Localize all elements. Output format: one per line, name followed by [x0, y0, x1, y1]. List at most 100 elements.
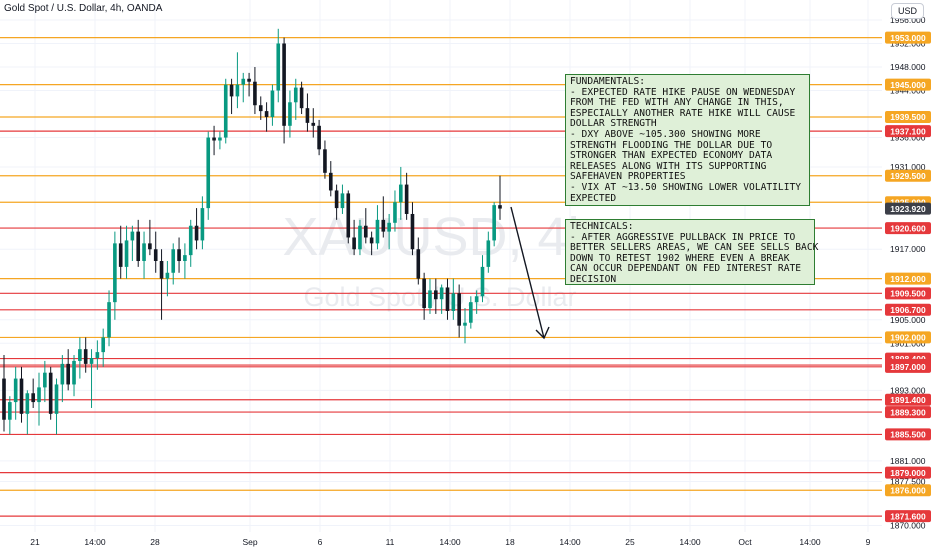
time-tick-label: 11	[386, 537, 395, 547]
candle-body	[177, 249, 181, 262]
symbol-title: Gold Spot / U.S. Dollar, 4h, OANDA	[4, 3, 163, 14]
candle-body	[480, 266, 485, 297]
time-tick-label: 6	[318, 537, 323, 547]
candle-body	[463, 322, 467, 326]
price-tick-label: 1917.000	[890, 244, 926, 254]
candle-body	[136, 231, 141, 262]
candle-body	[369, 237, 374, 244]
level-price-tag: 1879.000	[890, 468, 926, 478]
candle-body	[130, 231, 135, 241]
candle-body	[288, 102, 292, 126]
arrow-shaft	[510, 206, 545, 339]
time-tick-label: 9	[866, 537, 871, 547]
projection-arrow[interactable]	[510, 206, 550, 340]
time-tick-label: 14:00	[439, 537, 461, 547]
candle-body	[60, 363, 65, 385]
candle-body	[2, 378, 6, 420]
level-price-tag-background	[885, 406, 931, 419]
candle-body	[416, 249, 421, 279]
candle-body	[346, 193, 351, 238]
candle-body	[200, 208, 205, 241]
candle-body	[393, 202, 397, 223]
level-price-tag-background	[885, 78, 931, 91]
time-tick-label: 14:00	[559, 537, 581, 547]
candle-body	[212, 137, 216, 141]
time-tick-label: 28	[150, 537, 160, 547]
candle-body	[171, 249, 176, 273]
candle-body	[305, 108, 310, 123]
candle-body	[183, 255, 187, 262]
candle-body	[25, 393, 30, 414]
candle-body	[317, 125, 321, 150]
candle-body	[37, 387, 41, 403]
level-price-tag: 1909.500	[890, 289, 926, 299]
level-price-tag: 1953.000	[890, 33, 926, 43]
candles	[2, 28, 502, 435]
level-price-tag: 1925.000	[890, 197, 926, 207]
level-price-tag: 1898.400	[890, 354, 926, 364]
candle-body	[247, 78, 251, 82]
currency-button[interactable]: USD	[890, 3, 924, 19]
candle-body	[165, 272, 170, 279]
candle-body	[101, 337, 106, 353]
candle-body	[223, 84, 228, 138]
price-axis[interactable]: 1956.0001952.0001948.0001944.0001936.000…	[882, 0, 932, 550]
candle-body	[457, 293, 461, 326]
candle-body	[428, 290, 432, 309]
candle-body	[434, 290, 438, 300]
level-price-tag: 1889.300	[890, 407, 926, 417]
candle-body	[142, 243, 146, 262]
time-tick-label: Oct	[738, 537, 752, 547]
candle-body	[89, 357, 94, 364]
candle-body	[54, 384, 59, 414]
candle-body	[270, 90, 275, 117]
candle-body	[83, 349, 88, 364]
price-tick-label: 1905.000	[890, 315, 926, 325]
candle-body	[469, 302, 473, 323]
watermark-symbol: XAUUSD, 4h	[282, 207, 597, 267]
candle-body	[492, 205, 496, 241]
candle-body	[241, 78, 246, 85]
candle-body	[311, 122, 316, 126]
candle-body	[113, 243, 117, 303]
current-price-tag: 1923.920	[890, 204, 926, 214]
candle-body	[299, 87, 304, 109]
candle-body	[107, 302, 111, 338]
time-axis[interactable]: 21 14:00 28 Sep 6 11 14:00 18 14:00 25 14:00 Oct 14:…	[0, 532, 882, 550]
price-tick-label: 1956.000	[890, 15, 926, 25]
candle-body	[229, 84, 234, 97]
candle-body	[235, 84, 240, 97]
fundamentals-note[interactable]: FUNDAMENTALS: - EXPECTED RATE HIKE PAUSE…	[565, 74, 810, 206]
candle-body	[264, 111, 269, 117]
candle-body	[31, 393, 35, 403]
candle-body	[381, 219, 386, 232]
candle-body	[323, 149, 327, 173]
level-price-tag-background	[885, 466, 931, 479]
level-price-tag: 1937.100	[890, 126, 926, 136]
level-price-tag-background	[885, 31, 931, 44]
level-price-tag-background	[885, 484, 931, 497]
level-price-tag: 1912.000	[890, 274, 926, 284]
level-price-tag: 1885.500	[890, 430, 926, 440]
candle-body	[410, 213, 415, 250]
technicals-note[interactable]: TECHNICALS: - AFTER AGGRESSIVE PULLBACK …	[565, 219, 818, 285]
candle-body	[253, 81, 257, 106]
price-tick-label: 1948.000	[890, 62, 926, 72]
level-price-tag-background	[885, 287, 931, 300]
candle-body	[66, 363, 70, 385]
level-price-tag: 1945.000	[890, 80, 926, 90]
price-tick-label: 1877.500	[890, 476, 926, 486]
price-tick-label: 1870.000	[890, 521, 926, 531]
candle-body	[72, 360, 76, 385]
candle-body	[451, 293, 456, 311]
candle-body	[194, 225, 199, 241]
time-tick-label: 18	[505, 537, 515, 547]
candle-body	[282, 43, 286, 126]
time-axis-background	[0, 532, 882, 550]
candle-body	[124, 240, 129, 267]
candle-body	[43, 372, 47, 388]
candle-body	[276, 43, 281, 91]
level-price-tag-background	[885, 222, 931, 235]
